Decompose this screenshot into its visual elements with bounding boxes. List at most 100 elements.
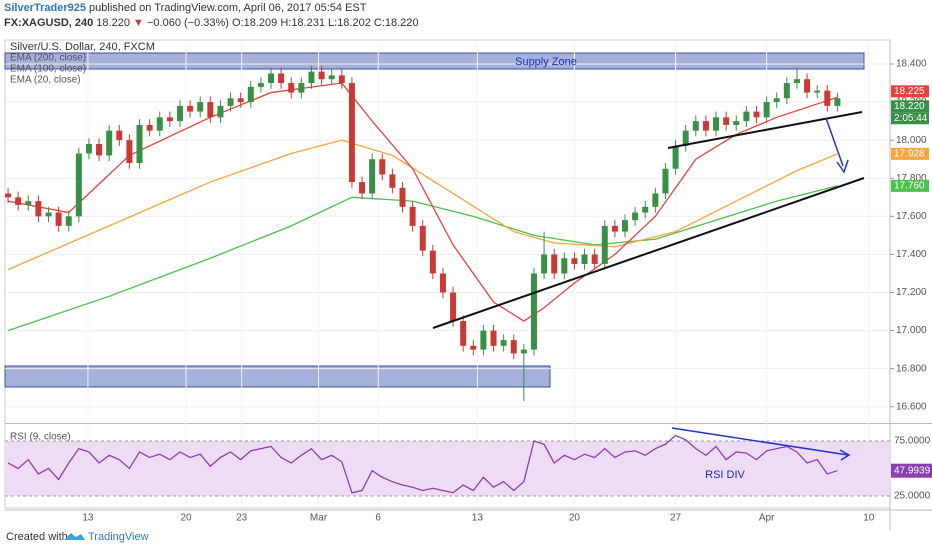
candle-body [207,102,214,118]
footer-text: Created with [6,531,68,543]
candle-body [723,117,730,125]
candle-body [166,117,173,122]
candle-body [834,98,841,106]
candle-body [75,153,82,217]
header-line: SilverTrader925 published on TradingView… [4,2,366,14]
divergence-line [671,427,849,456]
y-tick-label: 17.200 [896,287,927,298]
price-badge [891,100,929,113]
candle-body [257,83,264,87]
candle-body [713,117,720,131]
footer-brand[interactable]: TradingView [88,531,149,543]
candle-body [793,79,800,84]
price-badge [891,179,929,192]
candle-body [541,254,548,274]
candle-body [278,73,285,84]
rsi-badge [891,463,932,478]
y-tick-label: 16.800 [896,363,927,374]
candle-body [359,182,366,194]
symbol: FX:XAGUSD, 240 [4,17,94,29]
chart-title: Silver/U.S. Dollar, 240, FXCM [10,41,155,53]
ema-line [7,185,838,332]
plot-frame [4,39,891,509]
countdown-badge [891,112,929,125]
candle-body [126,140,133,164]
y-tick-label: 17.000 [896,325,927,336]
rsi-badge-label: 47.9939 [894,465,931,476]
candle-body [35,201,42,217]
candle-body [500,340,507,346]
y-tick-label: 18.400 [896,59,927,70]
legend-entry: EMA (100, close) [10,64,86,75]
candle-body [338,75,345,84]
candle-body [692,121,699,131]
candle-body [187,105,194,112]
candle-body [419,225,426,251]
candle-body [65,216,72,226]
rsi-legend: RSI (9, close) [10,432,71,443]
x-tick-label: Apr [759,513,775,524]
candle-body [156,117,163,131]
price-badge-label: 18.220 [894,101,925,112]
candle-body [237,98,244,103]
candle-body [409,206,416,226]
candle-body [824,90,831,106]
trend-line [432,177,865,329]
candle-body [672,145,679,169]
price-badge-label: 17.928 [894,149,925,160]
published: published on TradingView.com, April 06, … [89,2,367,14]
candle-body [642,206,649,213]
candle-body [288,83,295,93]
rsi-tick-label: 75.0000 [894,436,931,447]
candle-body [611,225,618,232]
x-tick-label: 20 [180,513,192,524]
x-tick-label: 27 [670,513,682,524]
candle-body [702,121,709,131]
candle-body [15,197,22,205]
y-tick-label: 17.600 [896,211,927,222]
y-tick-label: 18.000 [896,135,927,146]
candle-body [450,292,457,322]
x-tick-label: 23 [236,513,248,524]
demand-zone [4,365,551,388]
candle-body [96,143,103,156]
candle-body [520,349,527,354]
trend-line [667,111,863,149]
candle-body [530,273,537,350]
candle-body [399,187,406,207]
rsi-div-label: RSI DIV [705,469,745,481]
countdown: 2:05:44 [894,113,928,124]
candle-body [298,83,305,93]
x-tick-label: 20 [569,513,581,524]
rsi-band [5,440,890,497]
change: −0.060 (−0.33%) [146,17,229,29]
candle-body [510,340,517,354]
candle-body [490,330,497,346]
x-tick-label: 10 [863,513,875,524]
candle-body [439,273,446,293]
rsi-line [7,434,838,494]
candle-body [551,254,558,274]
candle-body [753,111,760,118]
arrow: ▼ [133,17,144,29]
last: 18.220 [96,17,130,29]
candle-body [379,159,386,175]
candle-body [369,159,376,194]
candle-body [146,124,153,131]
candle-body [652,193,659,207]
author[interactable]: SilverTrader925 [4,2,86,14]
candle-body [176,105,183,122]
candle-body [743,111,750,122]
price-badge [891,147,929,160]
candle-body [733,121,740,125]
candle-body [601,225,608,264]
candle-body [622,220,629,232]
candle-body [804,79,811,93]
candle-body [783,83,790,99]
candle-body [217,105,224,118]
price-badge [891,85,929,98]
candle-body [318,71,325,80]
candle-body [389,174,396,188]
